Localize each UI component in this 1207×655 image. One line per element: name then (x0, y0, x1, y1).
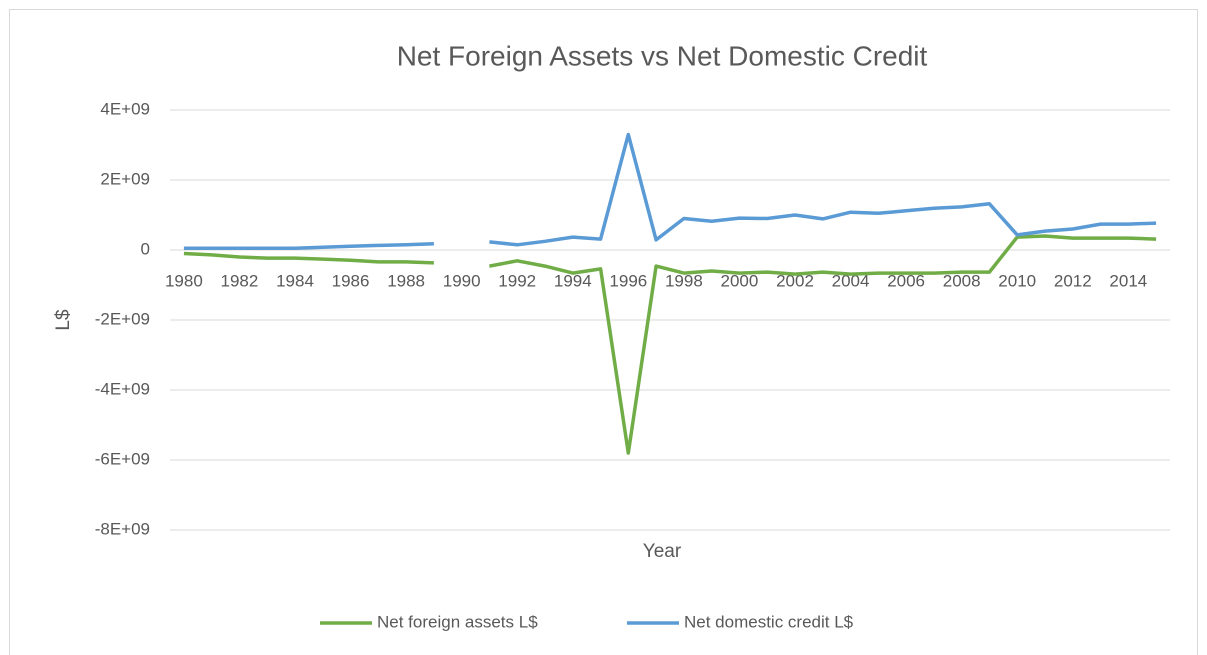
data-line (183, 234, 1157, 455)
legend-label: Net domestic credit L$ (684, 612, 854, 631)
x-tick-label: 1994 (554, 271, 592, 290)
x-tick-label: 2014 (1109, 271, 1147, 290)
y-tick-label: 2E+09 (100, 169, 150, 188)
x-axis-label: Year (643, 541, 682, 562)
x-tick-label: 1984 (276, 271, 314, 290)
x-tick-label: 2002 (776, 271, 814, 290)
x-tick-label: 1982 (221, 271, 259, 290)
y-tick-label: -8E+09 (95, 519, 150, 538)
y-tick-label: 0 (141, 239, 150, 258)
x-tick-label: 1992 (498, 271, 536, 290)
legend-label: Net foreign assets L$ (377, 612, 538, 631)
x-tick-label: 1998 (665, 271, 703, 290)
y-tick-label: -2E+09 (95, 309, 150, 328)
x-tick-label: 2008 (943, 271, 981, 290)
x-tick-label: 1986 (332, 271, 370, 290)
x-tick-label: 1996 (609, 271, 647, 290)
x-tick-label: 2000 (721, 271, 759, 290)
y-tick-label: -6E+09 (95, 449, 150, 468)
x-tick-label: 2004 (832, 271, 870, 290)
chart-title: Net Foreign Assets vs Net Domestic Credi… (397, 40, 928, 71)
x-tick-label: 1990 (443, 271, 481, 290)
x-tick-label: 1980 (165, 271, 203, 290)
y-tick-label: 4E+09 (100, 99, 150, 118)
y-axis-label: L$ (53, 309, 74, 331)
x-tick-label: 2010 (998, 271, 1036, 290)
x-tick-label: 2012 (1054, 271, 1092, 290)
y-tick-label: -4E+09 (95, 379, 150, 398)
x-tick-label: 2006 (887, 271, 925, 290)
x-tick-label: 1988 (387, 271, 425, 290)
chart-frame (9, 9, 1198, 655)
data-line (183, 132, 1157, 251)
